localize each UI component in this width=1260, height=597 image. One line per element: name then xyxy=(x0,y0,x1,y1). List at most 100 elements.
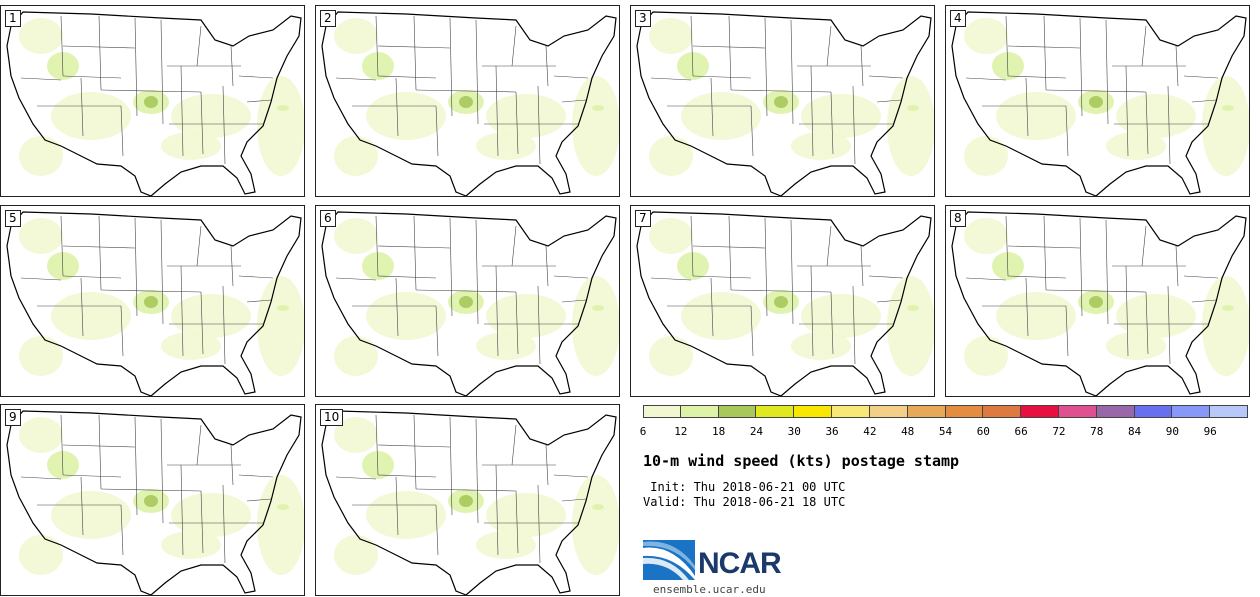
state-border xyxy=(1007,45,1081,49)
wind-speed-shading xyxy=(19,535,63,575)
conus-map xyxy=(321,211,619,396)
state-border xyxy=(377,474,437,478)
state-border xyxy=(100,488,202,492)
stamp-member-4[interactable]: 4 xyxy=(945,5,1250,197)
page-title: 10-m wind speed (kts) postage stamp xyxy=(643,452,960,470)
stamp-member-1[interactable]: 1 xyxy=(0,5,305,197)
state-border xyxy=(852,85,856,165)
state-border xyxy=(80,277,84,337)
state-border xyxy=(134,416,138,516)
state-border xyxy=(692,245,766,249)
state-border xyxy=(134,17,138,117)
stamp-member-9[interactable]: 9 xyxy=(0,404,305,596)
wind-speed-shading xyxy=(964,18,1008,54)
state-border xyxy=(120,305,124,357)
stamp-member-8[interactable]: 8 xyxy=(945,205,1250,397)
state-border xyxy=(435,305,439,357)
wind-speed-shading xyxy=(681,92,761,140)
valid-time: Valid: Thu 2018-06-21 18 UTC xyxy=(643,495,846,509)
wind-speed-shading xyxy=(334,136,378,176)
state-border xyxy=(561,299,587,303)
state-border xyxy=(200,91,204,155)
stamp-member-2[interactable]: 2 xyxy=(315,5,620,197)
state-border xyxy=(377,275,437,279)
state-border xyxy=(561,498,587,502)
wind-speed-shading xyxy=(366,491,446,539)
state-border xyxy=(1125,65,1129,157)
wind-speed-shading xyxy=(171,294,251,338)
state-border xyxy=(60,414,64,476)
wind-speed-shading xyxy=(51,491,131,539)
state-border xyxy=(62,45,136,49)
state-border xyxy=(395,476,399,536)
stamp-label: 4 xyxy=(950,10,966,27)
state-border xyxy=(764,217,768,317)
state-border xyxy=(750,305,754,357)
state-border xyxy=(449,17,453,117)
conus-map xyxy=(6,11,304,196)
stamp-label: 3 xyxy=(635,10,651,27)
stamp-member-5[interactable]: 5 xyxy=(0,205,305,397)
state-border xyxy=(246,299,272,303)
wind-speed-shading xyxy=(334,336,378,376)
state-border xyxy=(230,245,234,287)
state-border xyxy=(553,75,589,79)
state-border xyxy=(413,15,417,91)
state-border xyxy=(495,464,499,556)
state-border xyxy=(160,19,164,125)
state-border xyxy=(62,75,122,79)
colorbar-tick-label: 6 xyxy=(639,425,647,438)
conus-map xyxy=(321,11,619,196)
state-border xyxy=(449,416,453,516)
wind-speed-shading xyxy=(907,105,919,111)
colorbar-tick-label: 66 xyxy=(1014,425,1028,438)
state-border xyxy=(1191,99,1217,103)
ensemble-url: ensemble.ucar.edu xyxy=(653,583,766,596)
wind-speed-shading xyxy=(486,493,566,537)
wind-speed-shading xyxy=(572,76,619,176)
wind-speed-shading xyxy=(19,336,63,376)
stamp-member-10[interactable]: 10 xyxy=(315,404,620,596)
wind-speed-shading xyxy=(459,495,473,507)
state-border xyxy=(868,75,904,79)
state-border xyxy=(238,275,274,279)
wind-speed-shading xyxy=(1116,94,1196,138)
colorbar-tick-label: 96 xyxy=(1203,425,1217,438)
colorbar-segment xyxy=(1134,405,1173,418)
state-border xyxy=(1079,17,1083,117)
wind-speed-shading xyxy=(51,292,131,340)
stamp-label: 8 xyxy=(950,210,966,227)
colorbar-tick-label: 36 xyxy=(825,425,839,438)
stamp-member-6[interactable]: 6 xyxy=(315,205,620,397)
wind-speed-shading xyxy=(476,132,536,160)
ncar-logo-text: NCAR xyxy=(698,547,782,580)
wind-speed-shading xyxy=(334,535,378,575)
state-border xyxy=(790,219,794,325)
wind-speed-shading xyxy=(144,495,158,507)
state-border xyxy=(120,504,124,556)
stamp-member-7[interactable]: 7 xyxy=(630,205,935,397)
state-border xyxy=(62,474,122,478)
coastline xyxy=(636,211,932,396)
state-border xyxy=(876,299,902,303)
colorbar-segment xyxy=(1021,405,1059,418)
wind-speed-shading xyxy=(996,92,1076,140)
state-border xyxy=(810,265,814,357)
stamp-member-3[interactable]: 3 xyxy=(630,5,935,197)
state-border xyxy=(1045,89,1147,93)
state-border xyxy=(1065,305,1069,357)
state-border xyxy=(1183,275,1219,279)
wind-speed-shading xyxy=(791,132,851,160)
wind-speed-shading xyxy=(19,18,63,54)
state-border xyxy=(728,15,732,91)
colorbar-segment xyxy=(945,405,984,418)
colorbar-segment xyxy=(643,405,681,418)
wind-speed-shading xyxy=(592,305,604,311)
state-border xyxy=(830,291,834,355)
state-border xyxy=(965,277,1007,281)
state-border xyxy=(730,289,832,293)
state-border xyxy=(475,219,479,325)
state-border xyxy=(1079,217,1083,317)
wind-speed-shading xyxy=(459,96,473,108)
state-border xyxy=(377,75,437,79)
